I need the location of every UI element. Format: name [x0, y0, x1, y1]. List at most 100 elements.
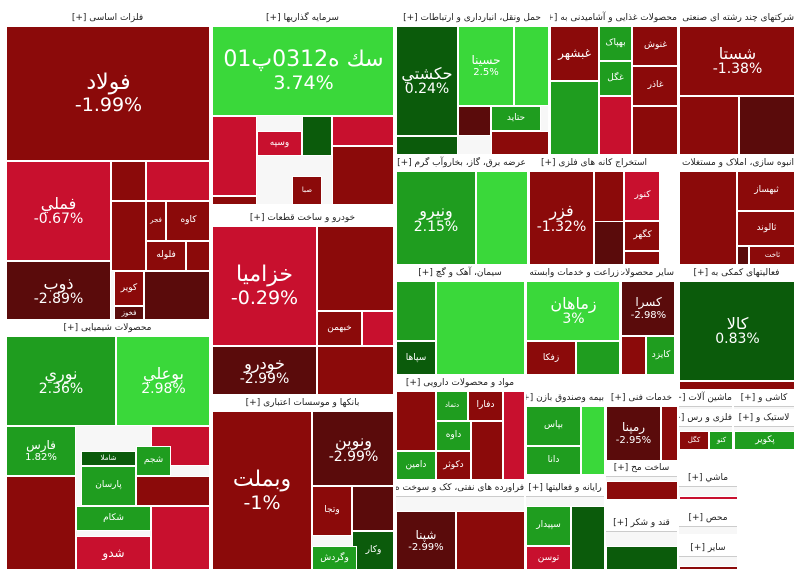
- minor-stock-tile[interactable]: [621, 336, 646, 374]
- stock-tile[interactable]: سپاها: [396, 341, 436, 374]
- stock-tile[interactable]: غبشهر: [550, 26, 599, 81]
- stock-tile[interactable]: شاملا: [81, 451, 136, 466]
- stock-tile[interactable]: توسن: [526, 546, 571, 569]
- stock-tile[interactable]: شدو: [76, 536, 151, 569]
- stock-tile[interactable]: وکار: [352, 531, 393, 569]
- sector-title[interactable]: استخراج کانه های فلزی [+]: [529, 156, 659, 172]
- stock-tile[interactable]: حکشتي 0.24%: [396, 26, 458, 136]
- sector-title[interactable]: محصولات شیمیایی [+]: [6, 321, 209, 337]
- stock-tile[interactable]: بوعلي 2.98%: [116, 336, 209, 426]
- stock-tile[interactable]: کنور: [624, 171, 659, 221]
- minor-stock-tile[interactable]: [136, 476, 209, 506]
- sector-title[interactable]: خودرو و ساخت قطعات [+]: [212, 211, 393, 227]
- sector-title[interactable]: کاشی و [+]: [734, 391, 794, 407]
- sector-title[interactable]: زراعت و خدمات وابسته [+]: [526, 266, 619, 282]
- minor-stock-tile[interactable]: [739, 96, 794, 154]
- stock-tile[interactable]: دکوثر: [436, 451, 471, 479]
- stock-tile[interactable]: شپنا -2.99%: [396, 511, 456, 569]
- minor-stock-tile[interactable]: [679, 171, 737, 264]
- stock-tile[interactable]: فلوله: [146, 241, 186, 271]
- minor-stock-tile[interactable]: [679, 496, 737, 499]
- minor-stock-tile[interactable]: [491, 131, 548, 154]
- minor-stock-tile[interactable]: [396, 136, 458, 154]
- minor-stock-tile[interactable]: [317, 346, 393, 394]
- sector-title[interactable]: محصولات غذایی و آشامیدنی به [+]: [550, 11, 677, 27]
- minor-stock-tile[interactable]: [576, 341, 619, 374]
- sector-title[interactable]: انبوه سازی، املاک و مستغلات [+]: [679, 156, 794, 172]
- minor-stock-tile[interactable]: [456, 511, 524, 569]
- minor-stock-tile[interactable]: [151, 506, 209, 569]
- sector-title[interactable]: فراورده های نفتی، کک و سوخت ه [+]: [396, 481, 524, 497]
- stock-tile[interactable]: خزاميا -0.29%: [212, 226, 317, 346]
- sector-title[interactable]: فعالیتهای کمکی به [+]: [679, 266, 794, 282]
- stock-tile[interactable]: ثاخت: [749, 246, 794, 264]
- sector-title[interactable]: سرمایه گذاریها [+]: [212, 11, 393, 27]
- minor-stock-tile[interactable]: [186, 241, 209, 271]
- stock-tile[interactable]: خبهمن: [317, 311, 362, 346]
- sector-title[interactable]: شرکتهای چند رشته ای صنعتی [+]: [679, 11, 794, 27]
- stock-tile[interactable]: کايزد: [646, 336, 674, 374]
- stock-tile[interactable]: غگل: [599, 61, 632, 96]
- minor-stock-tile[interactable]: [352, 486, 393, 531]
- stock-tile[interactable]: نوري 2.36%: [6, 336, 116, 426]
- minor-stock-tile[interactable]: [146, 161, 209, 201]
- stock-tile[interactable]: زماهان 3%: [526, 281, 619, 341]
- stock-tile[interactable]: غنوش: [632, 26, 677, 66]
- minor-stock-tile[interactable]: [332, 146, 393, 204]
- minor-stock-tile[interactable]: [111, 161, 146, 201]
- minor-stock-tile[interactable]: [476, 171, 527, 264]
- stock-tile[interactable]: داوه: [436, 421, 471, 451]
- sector-title[interactable]: محص [+]: [679, 511, 737, 527]
- stock-tile[interactable]: حسينا 2.5%: [458, 26, 514, 106]
- stock-tile[interactable]: خودرو -2.99%: [212, 346, 317, 394]
- sector-title[interactable]: عرضه برق، گاز، بخاروآب گرم [+]: [396, 156, 527, 172]
- minor-stock-tile[interactable]: [594, 221, 624, 264]
- stock-tile[interactable]: کگل: [679, 431, 709, 449]
- stock-tile[interactable]: ونوين -2.99%: [312, 411, 393, 486]
- stock-tile[interactable]: سك ه0312پ01 3.74%: [212, 26, 393, 116]
- stock-tile[interactable]: فخوز: [114, 306, 144, 319]
- minor-stock-tile[interactable]: [302, 116, 332, 156]
- minor-stock-tile[interactable]: [362, 311, 393, 346]
- sector-title[interactable]: سایر [+]: [679, 541, 737, 557]
- minor-stock-tile[interactable]: [332, 116, 393, 146]
- stock-tile[interactable]: کالا 0.83%: [679, 281, 794, 381]
- minor-stock-tile[interactable]: [737, 246, 749, 264]
- stock-tile[interactable]: صبا: [292, 176, 322, 204]
- minor-stock-tile[interactable]: [606, 546, 677, 569]
- stock-tile[interactable]: دفارا: [468, 391, 503, 421]
- stock-tile[interactable]: کگهر: [624, 221, 659, 251]
- stock-tile[interactable]: وبملت -1%: [212, 411, 312, 569]
- stock-tile[interactable]: زفكا: [526, 341, 576, 374]
- minor-stock-tile[interactable]: [317, 226, 393, 311]
- stock-tile[interactable]: وسپه: [257, 131, 302, 156]
- minor-stock-tile[interactable]: [679, 566, 737, 569]
- stock-tile[interactable]: کسرا -2.98%: [621, 281, 674, 336]
- stock-tile[interactable]: دانا: [526, 446, 581, 474]
- stock-tile[interactable]: فولاد -1.99%: [6, 26, 209, 161]
- sector-title[interactable]: ساخت مح [+]: [606, 461, 677, 477]
- minor-stock-tile[interactable]: [396, 391, 436, 451]
- minor-stock-tile[interactable]: [661, 406, 677, 474]
- minor-stock-tile[interactable]: [571, 506, 604, 569]
- sector-title[interactable]: خدمات فنی [+]: [606, 391, 677, 407]
- stock-tile[interactable]: شکام: [76, 506, 151, 531]
- stock-tile[interactable]: پارسان: [81, 466, 136, 506]
- sector-title[interactable]: ماشین آلات [+]: [679, 391, 732, 407]
- sector-title[interactable]: بیمه وصندوق بازن [+]: [526, 391, 604, 407]
- stock-tile[interactable]: کتو: [709, 431, 732, 449]
- stock-tile[interactable]: ثبهساز: [737, 171, 794, 211]
- stock-tile[interactable]: کاوه: [166, 201, 209, 241]
- sector-title[interactable]: لاستیک و [+]: [734, 411, 794, 427]
- stock-tile[interactable]: فزر -1.32%: [529, 171, 594, 264]
- minor-stock-tile[interactable]: [396, 281, 436, 341]
- stock-tile[interactable]: وتجا: [312, 486, 352, 536]
- sector-title[interactable]: رایانه و فعالیتها [+]: [526, 481, 604, 497]
- minor-stock-tile[interactable]: [514, 26, 548, 106]
- stock-tile[interactable]: فجر: [146, 201, 166, 241]
- minor-stock-tile[interactable]: [624, 251, 659, 264]
- stock-tile[interactable]: دتماد: [436, 391, 468, 421]
- sector-title[interactable]: ماشي [+]: [679, 471, 737, 487]
- stock-tile[interactable]: بپاس: [526, 406, 581, 446]
- minor-stock-tile[interactable]: [144, 271, 209, 319]
